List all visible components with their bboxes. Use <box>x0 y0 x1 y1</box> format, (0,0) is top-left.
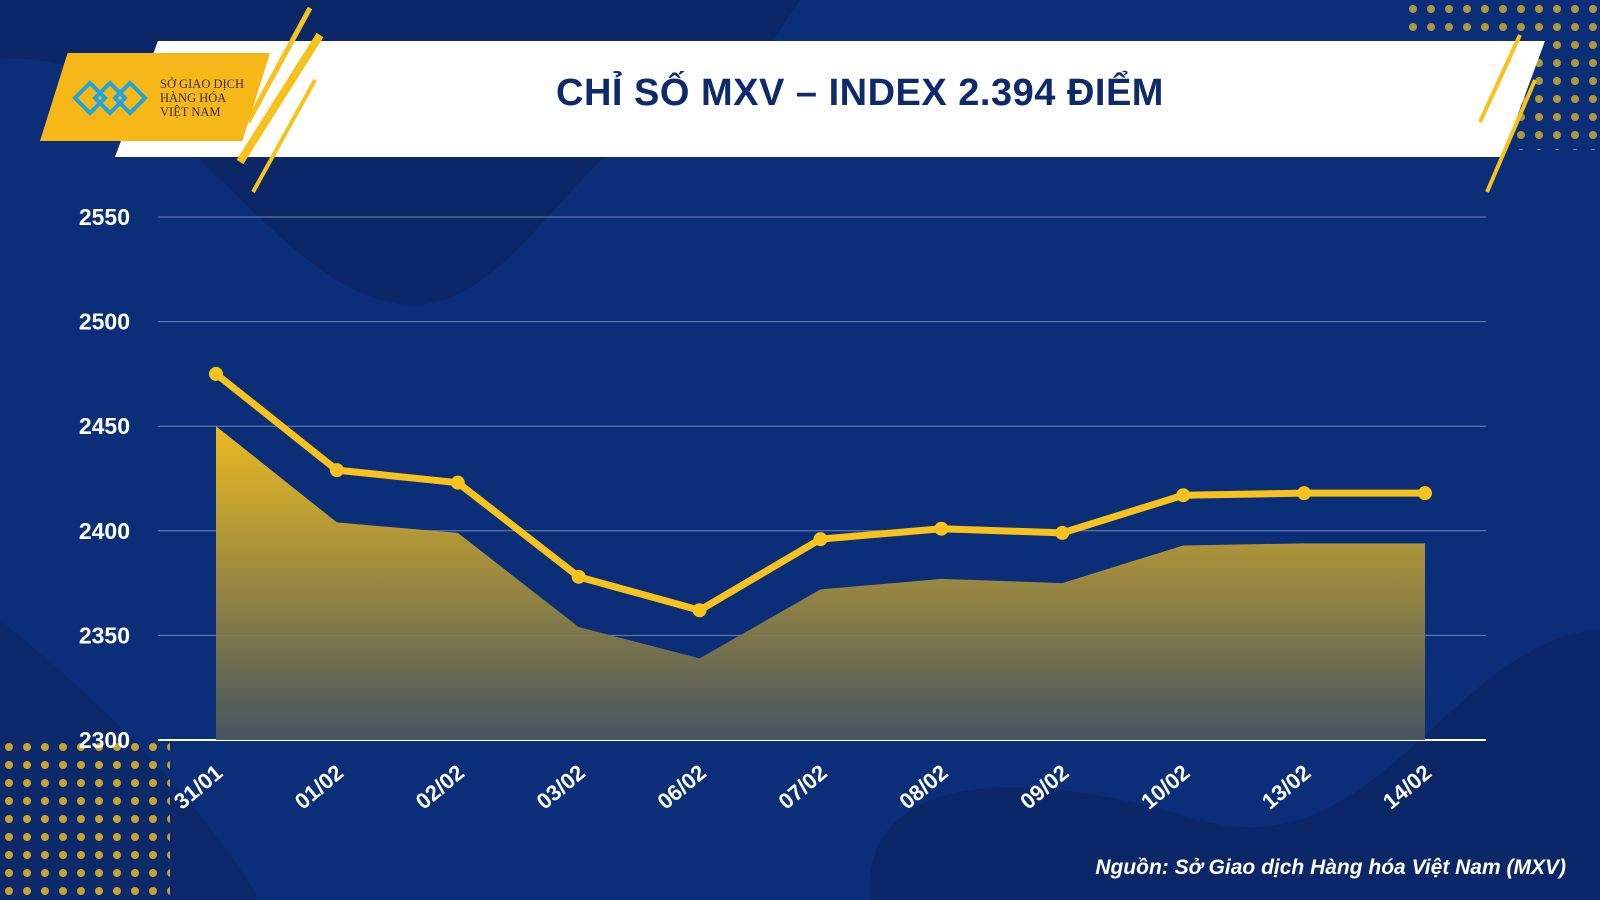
x-tick-label: 31/01 <box>169 760 227 815</box>
x-tick-label: 03/02 <box>532 760 590 815</box>
x-tick-label: 09/02 <box>1015 760 1073 815</box>
x-tick-label: 02/02 <box>411 760 469 815</box>
logo-line: SỞ GIAO DỊCH <box>160 77 245 91</box>
logo-line: HÀNG HÓA <box>160 91 227 105</box>
logo-mark-icon <box>72 80 148 116</box>
x-tick-label: 07/02 <box>773 760 831 815</box>
data-point <box>1176 488 1191 503</box>
data-point <box>813 532 828 547</box>
data-point <box>329 463 344 478</box>
logo-line: VIỆT NAM <box>160 105 221 119</box>
data-point <box>450 475 465 490</box>
area-series <box>216 426 1425 740</box>
data-point <box>1418 486 1432 501</box>
data-point <box>571 569 586 584</box>
y-tick-label: 2550 <box>79 204 130 230</box>
y-tick-label: 2350 <box>79 622 130 648</box>
y-tick-label: 2500 <box>79 309 130 335</box>
x-tick-label: 10/02 <box>1136 760 1194 815</box>
x-tick-label: 08/02 <box>894 760 952 815</box>
x-tick-label: 14/02 <box>1378 760 1436 815</box>
page-title: CHỈ SỐ MXV – INDEX 2.394 ĐIỂM <box>556 72 1164 114</box>
mxv-logo <box>40 53 270 141</box>
x-tick-label: 13/02 <box>1257 760 1315 815</box>
data-point <box>692 603 707 618</box>
data-point <box>934 521 949 536</box>
data-point <box>209 366 223 381</box>
data-point <box>1055 525 1070 540</box>
y-tick-label: 2450 <box>79 413 130 439</box>
x-tick-label: 01/02 <box>290 760 348 815</box>
source-note: Nguồn: Sở Giao dịch Hàng hóa Việt Nam (M… <box>1095 856 1566 879</box>
data-point <box>1297 486 1312 501</box>
y-tick-label: 2400 <box>79 518 130 544</box>
y-tick-label: 2300 <box>79 727 130 753</box>
x-tick-label: 06/02 <box>653 760 711 815</box>
logo-text: SỞ GIAO DỊCH HÀNG HÓA VIỆT NAM <box>160 77 244 119</box>
title-banner <box>115 41 1545 157</box>
